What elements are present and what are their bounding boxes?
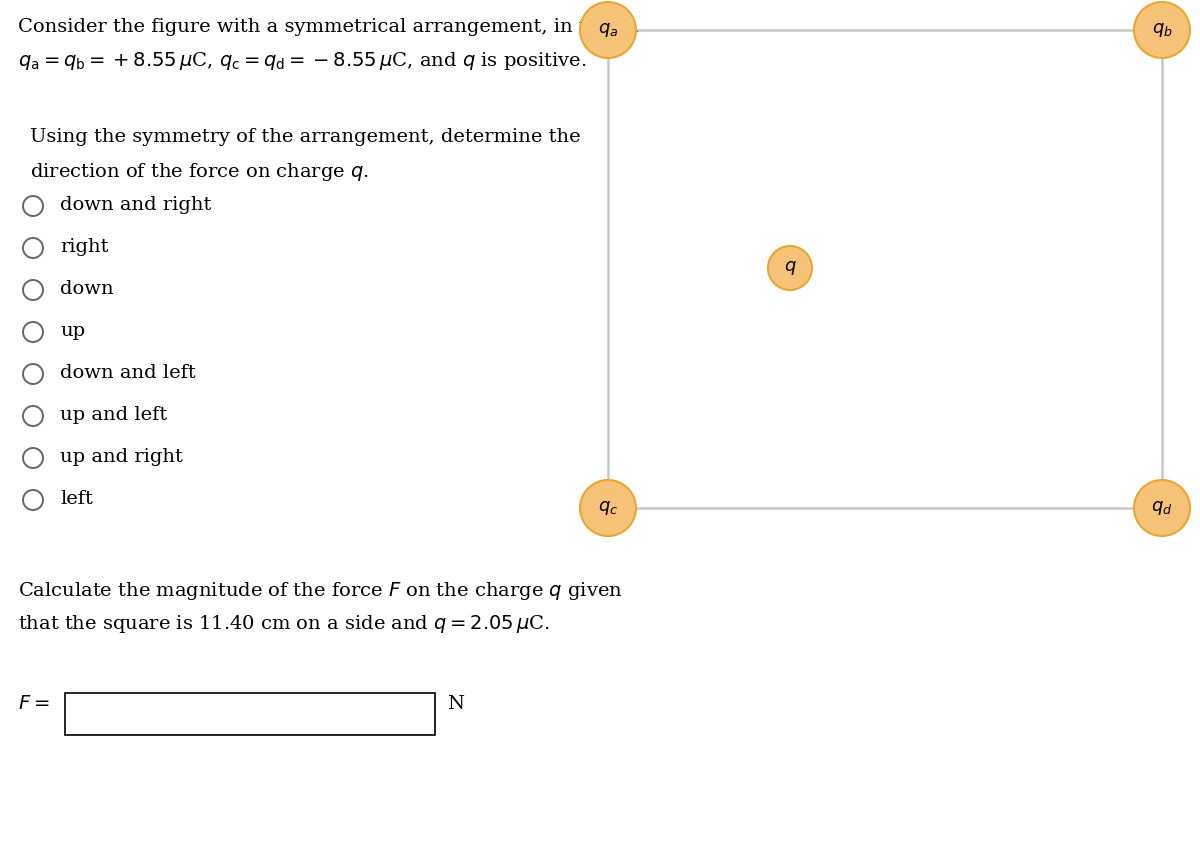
Circle shape <box>23 490 43 510</box>
Text: down: down <box>60 280 114 298</box>
Text: $q_d$: $q_d$ <box>1151 499 1172 517</box>
Text: N: N <box>446 695 464 713</box>
Circle shape <box>768 246 812 290</box>
Text: $q_b$: $q_b$ <box>1152 21 1172 39</box>
Text: $q_{\mathrm{a}} = q_{\mathrm{b}} = +8.55\,\mu$C, $q_{\mathrm{c}} = q_{\mathrm{d}: $q_{\mathrm{a}} = q_{\mathrm{b}} = +8.55… <box>18 50 587 72</box>
Circle shape <box>23 364 43 384</box>
Circle shape <box>23 322 43 342</box>
Circle shape <box>23 238 43 258</box>
Text: $q_c$: $q_c$ <box>598 499 618 517</box>
Circle shape <box>23 196 43 216</box>
Circle shape <box>1134 480 1190 536</box>
Text: down and left: down and left <box>60 364 196 382</box>
Text: up and left: up and left <box>60 406 167 424</box>
Text: $q_a$: $q_a$ <box>598 21 618 39</box>
Text: Calculate the magnitude of the force $F$ on the charge $q$ given: Calculate the magnitude of the force $F$… <box>18 580 623 602</box>
Circle shape <box>23 280 43 300</box>
Text: that the square is 11.40 cm on a side and $q = 2.05\,\mu$C.: that the square is 11.40 cm on a side an… <box>18 613 551 635</box>
Text: left: left <box>60 490 92 508</box>
Text: Consider the figure with a symmetrical arrangement, in which: Consider the figure with a symmetrical a… <box>18 18 638 36</box>
Text: up: up <box>60 322 85 340</box>
Text: up and right: up and right <box>60 448 182 466</box>
Text: direction of the force on charge $q$.: direction of the force on charge $q$. <box>30 161 370 183</box>
FancyBboxPatch shape <box>65 693 436 735</box>
Text: $q$: $q$ <box>784 259 797 277</box>
Circle shape <box>1134 2 1190 58</box>
Circle shape <box>23 406 43 426</box>
Text: $F =$: $F =$ <box>18 695 49 713</box>
Text: right: right <box>60 238 108 256</box>
Circle shape <box>580 2 636 58</box>
Circle shape <box>580 480 636 536</box>
Text: down and right: down and right <box>60 196 211 214</box>
Circle shape <box>23 448 43 468</box>
Text: Using the symmetry of the arrangement, determine the: Using the symmetry of the arrangement, d… <box>30 128 581 146</box>
